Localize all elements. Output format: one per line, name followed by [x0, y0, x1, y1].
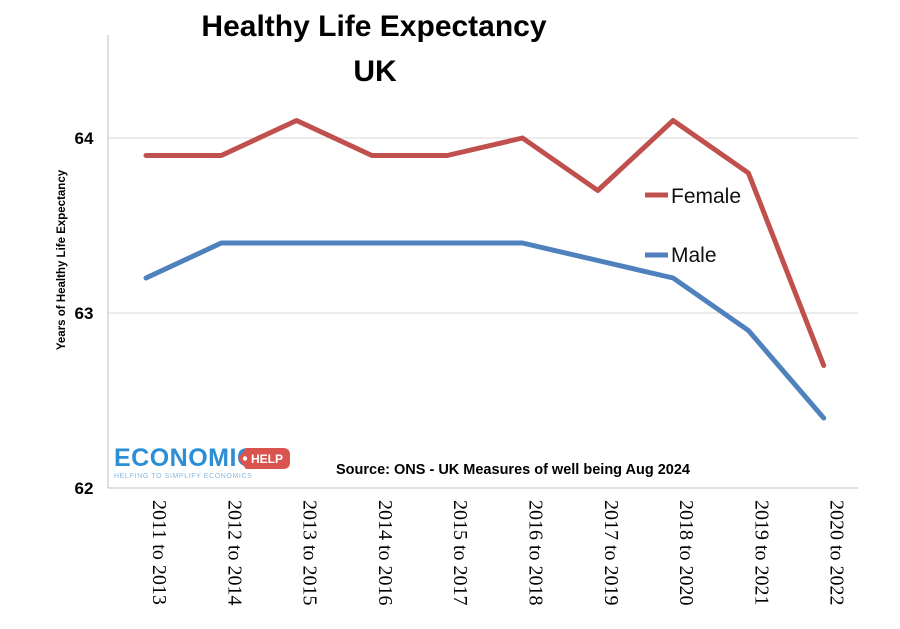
x-tick-label: 2020 to 2022 [826, 500, 848, 606]
economics-help-logo: ECONOMICS HELP HELPING TO SIMPLIFY ECONO… [114, 444, 290, 480]
logo-tag-shape [238, 448, 290, 469]
x-tick-label: 2017 to 2019 [600, 500, 622, 606]
x-tick-label: 2011 to 2013 [148, 500, 170, 605]
y-tick-label: 62 [75, 479, 94, 498]
legend-label-female: Female [671, 185, 741, 208]
series-line-male [143, 240, 827, 421]
x-tick-label: 2015 to 2017 [449, 500, 471, 606]
series-lines [143, 118, 827, 421]
y-tick-label: 64 [75, 129, 94, 148]
series-line-female [143, 118, 827, 368]
legend: Female Male [645, 185, 741, 267]
x-tick-label: 2013 to 2015 [299, 500, 321, 606]
x-tick-labels: 2011 to 2013 2012 to 2014 2013 to 2015 2014… [148, 500, 848, 606]
x-tick-label: 2016 to 2018 [525, 500, 547, 606]
gridlines [108, 137, 858, 314]
chart-title-line-1: Healthy Life Expectancy [201, 10, 546, 43]
x-tick-label: 2012 to 2014 [223, 500, 245, 606]
source-note: Source: ONS - UK Measures of well being … [336, 462, 690, 478]
y-tick-label: 63 [75, 304, 94, 323]
chart-title-line-2: UK [353, 55, 397, 88]
x-tick-label: 2018 to 2020 [675, 500, 697, 606]
logo-tagline: HELPING TO SIMPLIFY ECONOMICS [114, 473, 252, 480]
y-axis-label: Years of Healthy Life Expectancy [56, 169, 68, 350]
logo-badge: HELP [251, 452, 283, 466]
x-tick-label: 2019 to 2021 [750, 500, 772, 606]
logo-tag-hole [242, 456, 248, 461]
legend-label-male: Male [671, 244, 717, 267]
x-tick-label: 2014 to 2016 [374, 500, 396, 606]
